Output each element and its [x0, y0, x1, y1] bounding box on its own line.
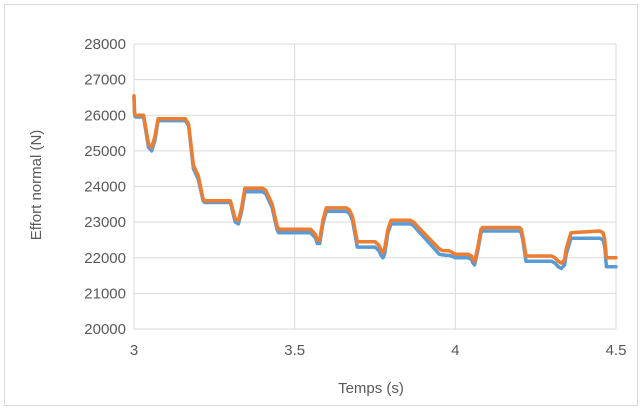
x-axis-label: Temps (s) [338, 380, 404, 397]
y-tick-label: 24000 [84, 179, 126, 196]
x-tick-label: 4.5 [606, 342, 627, 359]
y-tick-label: 22000 [84, 250, 126, 267]
y-tick-label: 27000 [84, 72, 126, 89]
chart-frame: 20000 21000 22000 23000 24000 25000 26000 27000… [4, 4, 638, 406]
y-tick-label: 25000 [84, 143, 126, 160]
y-tick-label: 28000 [84, 36, 126, 53]
x-tick-label: 4 [451, 342, 459, 359]
y-tick-label: 21000 [84, 285, 126, 302]
y-tick-label: 23000 [84, 214, 126, 231]
y-tick-label: 20000 [84, 321, 126, 338]
series-line-2 [132, 93, 618, 265]
tick-labels: 20000 21000 22000 23000 24000 25000 26000 27000… [84, 36, 626, 359]
series-layer [132, 93, 618, 271]
y-axis-label: Effort normal (N) [28, 130, 45, 241]
y-tick-label: 26000 [84, 107, 126, 124]
line-chart: 20000 21000 22000 23000 24000 25000 26000 27000… [28, 36, 626, 397]
gridlines [133, 43, 617, 330]
x-tick-label: 3.5 [284, 342, 305, 359]
x-tick-label: 3 [130, 342, 138, 359]
